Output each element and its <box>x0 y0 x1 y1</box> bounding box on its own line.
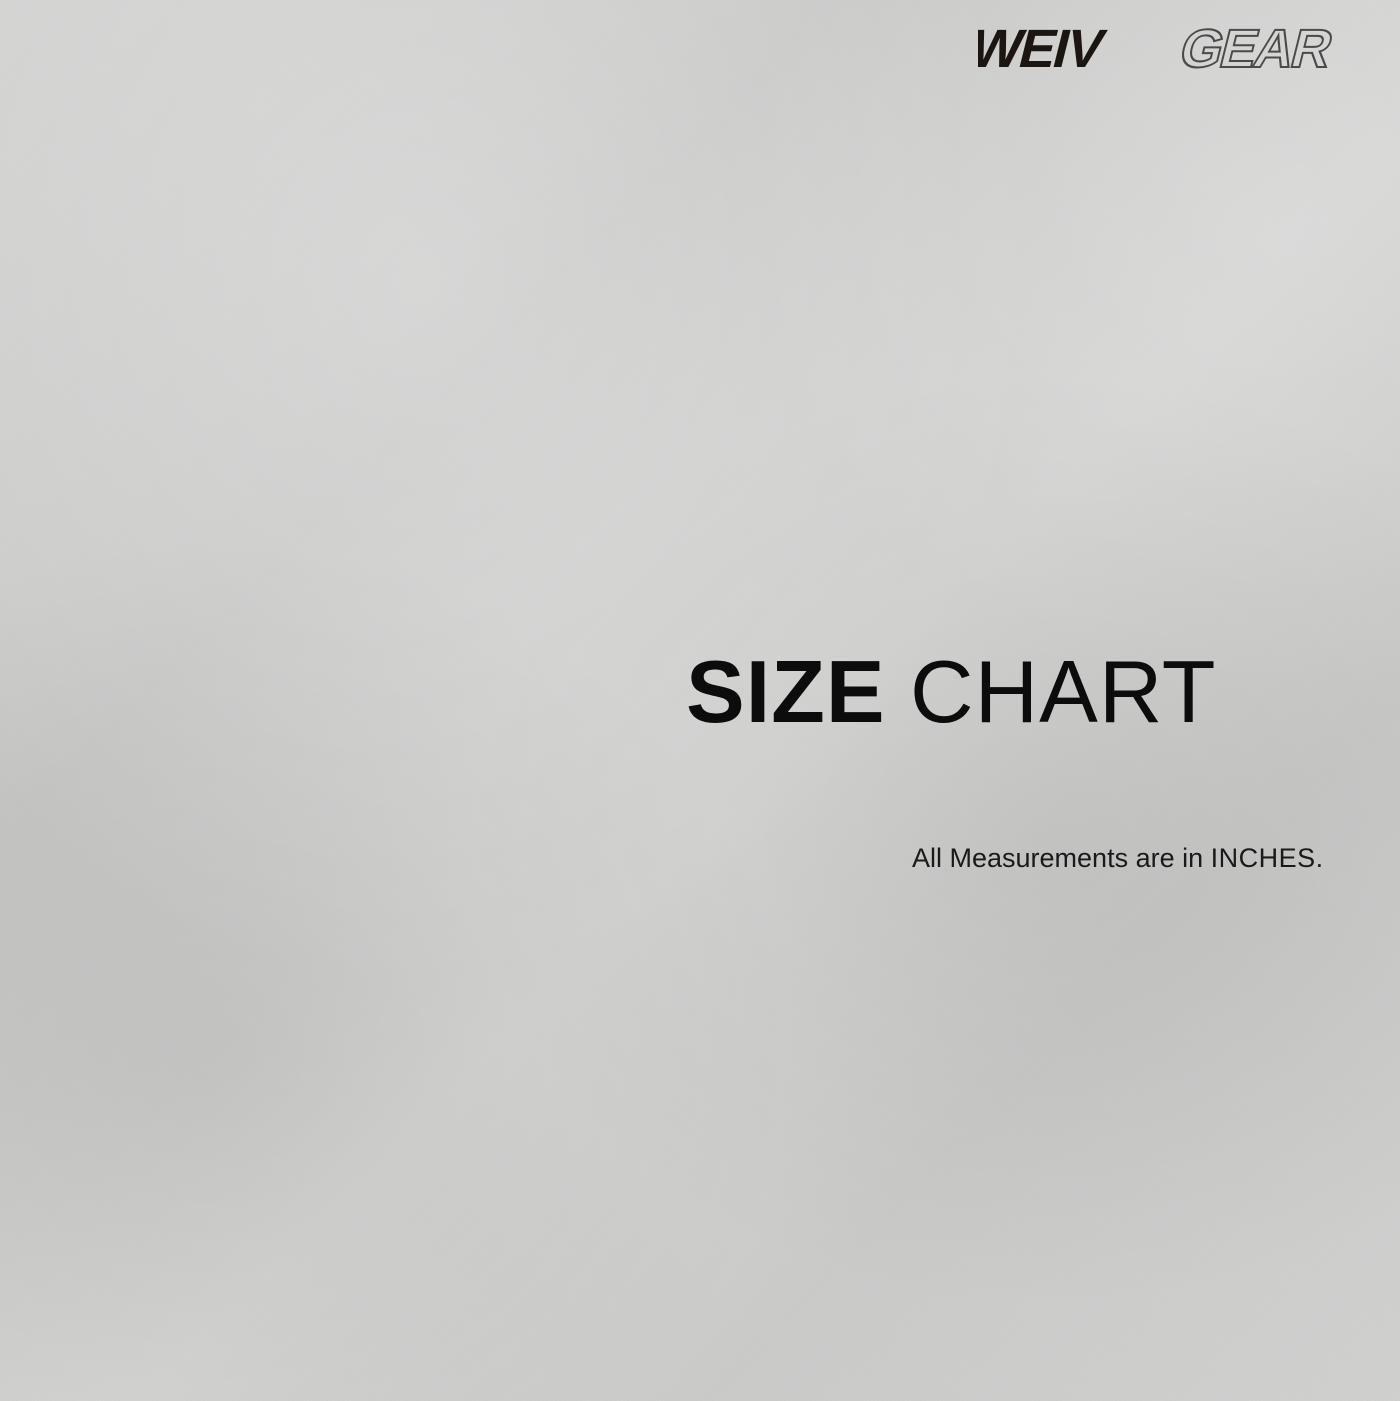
svg-text:WEIV: WEIV <box>978 18 1112 79</box>
svg-text:GEAR: GEAR <box>1174 18 1339 79</box>
